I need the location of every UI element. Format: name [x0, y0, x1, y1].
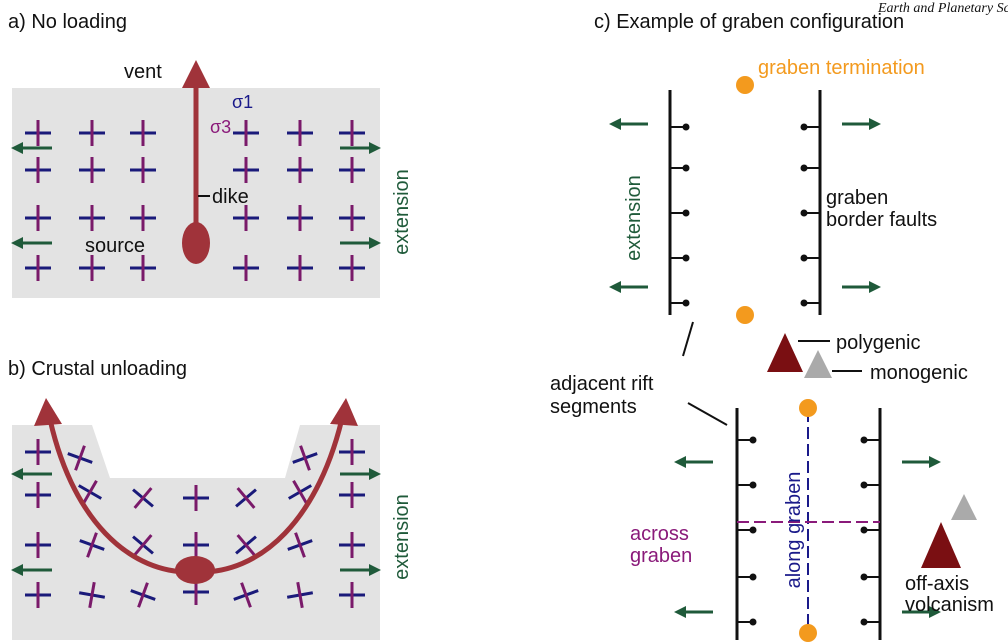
- termination: [799, 624, 817, 642]
- volcano: [951, 494, 977, 520]
- label: adjacent rift: [550, 373, 654, 395]
- label: across: [630, 523, 689, 545]
- fault-dot: [683, 255, 690, 262]
- termination: [799, 399, 817, 417]
- volcano: [767, 333, 803, 372]
- label: σ3: [210, 117, 231, 137]
- termination: [736, 306, 754, 324]
- label: graben termination: [758, 57, 925, 79]
- fault-dot: [861, 619, 868, 626]
- label: dike: [212, 186, 249, 208]
- fault-dot: [861, 482, 868, 489]
- label: off-axis: [905, 573, 969, 595]
- vent-arrow: [34, 398, 62, 426]
- label: graben: [630, 545, 692, 567]
- fault-dot: [750, 619, 757, 626]
- figure: Earth and Planetary Science Let a) No lo…: [0, 0, 1008, 643]
- label: monogenic: [870, 362, 968, 384]
- fault-dot: [683, 300, 690, 307]
- label: extension: [623, 175, 645, 261]
- label: volcanism: [905, 594, 994, 616]
- panel-title: c) Example of graben configuration: [594, 11, 904, 33]
- label: vent: [124, 61, 162, 83]
- label: border faults: [826, 209, 937, 231]
- termination: [736, 76, 754, 94]
- label: graben: [826, 187, 888, 209]
- source: [182, 222, 210, 264]
- fault-dot: [750, 437, 757, 444]
- leader: [683, 322, 693, 356]
- panel-title: b) Crustal unloading: [8, 358, 187, 380]
- fault-dot: [750, 574, 757, 581]
- panel-title: a) No loading: [8, 11, 127, 33]
- fault-dot: [801, 124, 808, 131]
- fault-dot: [801, 165, 808, 172]
- volcano: [804, 350, 832, 378]
- fault-dot: [683, 124, 690, 131]
- label: along graben: [783, 472, 805, 589]
- leader: [688, 403, 727, 425]
- fault-dot: [801, 210, 808, 217]
- fault-dot: [801, 300, 808, 307]
- label: segments: [550, 396, 637, 418]
- label: extension: [391, 494, 413, 580]
- fault-dot: [861, 574, 868, 581]
- vent-arrow: [182, 60, 210, 88]
- vent-arrow: [330, 398, 358, 426]
- label: source: [85, 235, 145, 257]
- fault-dot: [801, 255, 808, 262]
- source: [175, 556, 215, 584]
- fault-dot: [683, 165, 690, 172]
- label: polygenic: [836, 332, 921, 354]
- volcano: [921, 522, 961, 568]
- label: extension: [391, 169, 413, 255]
- fault-dot: [750, 527, 757, 534]
- label: σ1: [232, 92, 253, 112]
- fault-dot: [861, 437, 868, 444]
- fault-dot: [861, 527, 868, 534]
- fault-dot: [683, 210, 690, 217]
- fault-dot: [750, 482, 757, 489]
